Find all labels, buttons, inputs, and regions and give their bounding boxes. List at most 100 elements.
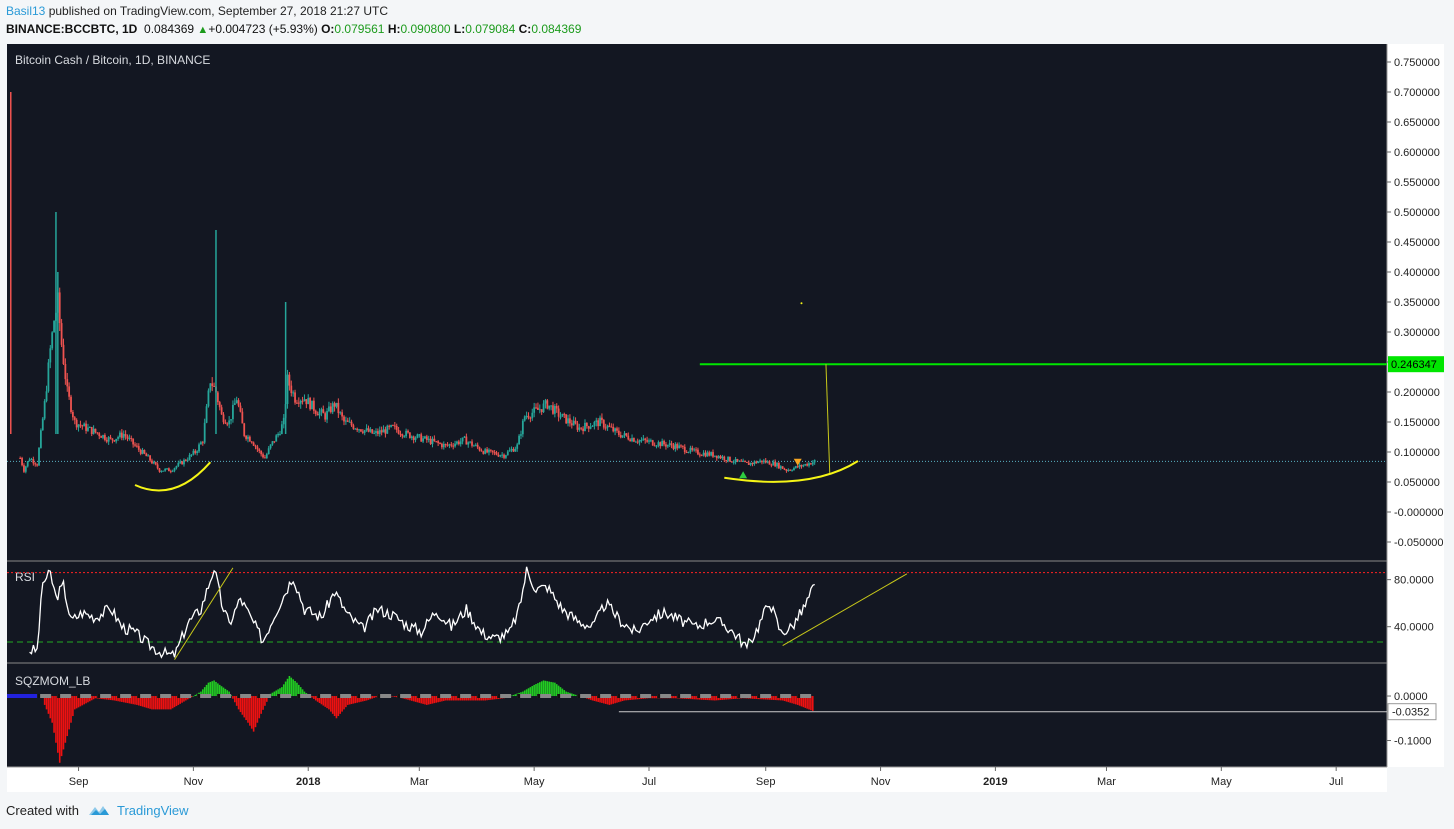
candle-body (697, 449, 699, 455)
candle-body (230, 419, 232, 421)
sqz-bar (62, 696, 65, 750)
x-tick-label: Sep (69, 776, 89, 788)
candle-body (787, 469, 790, 471)
y-tick-label: 0.650000 (1394, 117, 1440, 129)
sqz-bar (132, 696, 134, 705)
candle-body (606, 425, 609, 428)
candle-body (653, 445, 656, 447)
candle-body (486, 449, 488, 453)
candle-body (126, 436, 129, 439)
candle-body (132, 438, 135, 445)
candle-body (254, 445, 257, 447)
sqz-bar (621, 696, 624, 702)
candle-body (431, 438, 434, 445)
candle-body (314, 410, 317, 414)
candle-body (98, 433, 101, 437)
candle-body (376, 431, 379, 434)
sqz-bar (160, 696, 163, 710)
publisher-link[interactable]: Basil13 (6, 4, 46, 18)
candle-body (461, 437, 464, 442)
sqz-bar (298, 684, 300, 697)
sqz-bar (145, 696, 148, 708)
sqz-bar (785, 696, 788, 702)
sqz-bar (207, 682, 210, 697)
sqz-bar (346, 696, 349, 705)
candle-body (248, 436, 251, 442)
candle-body (520, 434, 522, 436)
sqz-bar (422, 696, 424, 704)
candle-body (681, 445, 684, 447)
rsi-trendline (782, 573, 908, 646)
candle-body (160, 471, 163, 473)
x-tick-label: Jul (1329, 776, 1343, 788)
sqz-bar (126, 696, 129, 704)
candle-body (680, 445, 682, 447)
candle-body (521, 420, 524, 435)
candle-body (269, 444, 272, 449)
sqz-bar (164, 696, 166, 710)
candle-body (514, 448, 517, 452)
candle-body (742, 460, 745, 462)
candle-body (75, 419, 78, 428)
sqz-bar (53, 696, 55, 733)
sell-triangle-icon (793, 458, 802, 466)
sqz-bar (365, 696, 368, 701)
candle-body (241, 411, 244, 424)
created-with-text: Created with (6, 803, 79, 818)
sqz-bar (220, 686, 223, 697)
sqz-bar (538, 682, 541, 697)
candle-body (548, 405, 551, 409)
candle-body (693, 449, 696, 451)
candle-body (53, 320, 55, 333)
candle-body (488, 449, 490, 453)
up-triangle-icon: ▲ (197, 24, 209, 36)
sqz-bar (571, 693, 573, 697)
projection-line (825, 364, 831, 474)
candle-body (94, 428, 97, 433)
rsi-title: RSI (15, 570, 35, 584)
sqz-bar (94, 696, 97, 699)
candle-body (601, 417, 603, 421)
candle-body (117, 437, 119, 439)
candle-body (175, 466, 178, 469)
sqz-bar (627, 696, 630, 701)
candle-body (279, 433, 281, 435)
sqz-bar (731, 696, 733, 700)
sqz-bar (653, 696, 656, 699)
sqz-bar (471, 696, 473, 701)
candle-body (292, 392, 295, 394)
candle-body (21, 458, 23, 466)
sqz-bar (484, 696, 486, 701)
candle-body (631, 438, 633, 442)
sqz-bar (448, 696, 451, 701)
candle-body (200, 442, 202, 445)
tradingview-link[interactable]: TradingView (116, 803, 189, 818)
candle-body (375, 431, 377, 433)
candle-body (166, 468, 168, 470)
sqz-bar (158, 696, 161, 710)
candle-body (747, 462, 750, 465)
sqz-bar (488, 696, 490, 701)
publish-line: Basil13 published on TradingView.com, Se… (6, 4, 388, 18)
sqz-bar (670, 696, 673, 699)
sqz-bar (618, 696, 620, 703)
sqz-bar (301, 689, 304, 697)
sqz-bar (616, 696, 618, 703)
candle-body (105, 439, 108, 442)
sqz-bar (339, 696, 342, 714)
candle-body (446, 444, 449, 446)
candle-body (563, 413, 566, 415)
candle-body (649, 440, 652, 442)
candle-body (644, 438, 647, 441)
candle-body (546, 400, 549, 409)
candle-body (73, 417, 76, 420)
sqz-bar (264, 696, 266, 706)
sqz-bar (734, 696, 737, 699)
candle-body (83, 423, 86, 427)
candle-body (616, 428, 618, 431)
candle-body (111, 438, 114, 441)
sqz-bar (476, 696, 479, 701)
sqz-value-label: -0.0352 (1392, 707, 1429, 719)
sqz-bar (343, 696, 345, 710)
